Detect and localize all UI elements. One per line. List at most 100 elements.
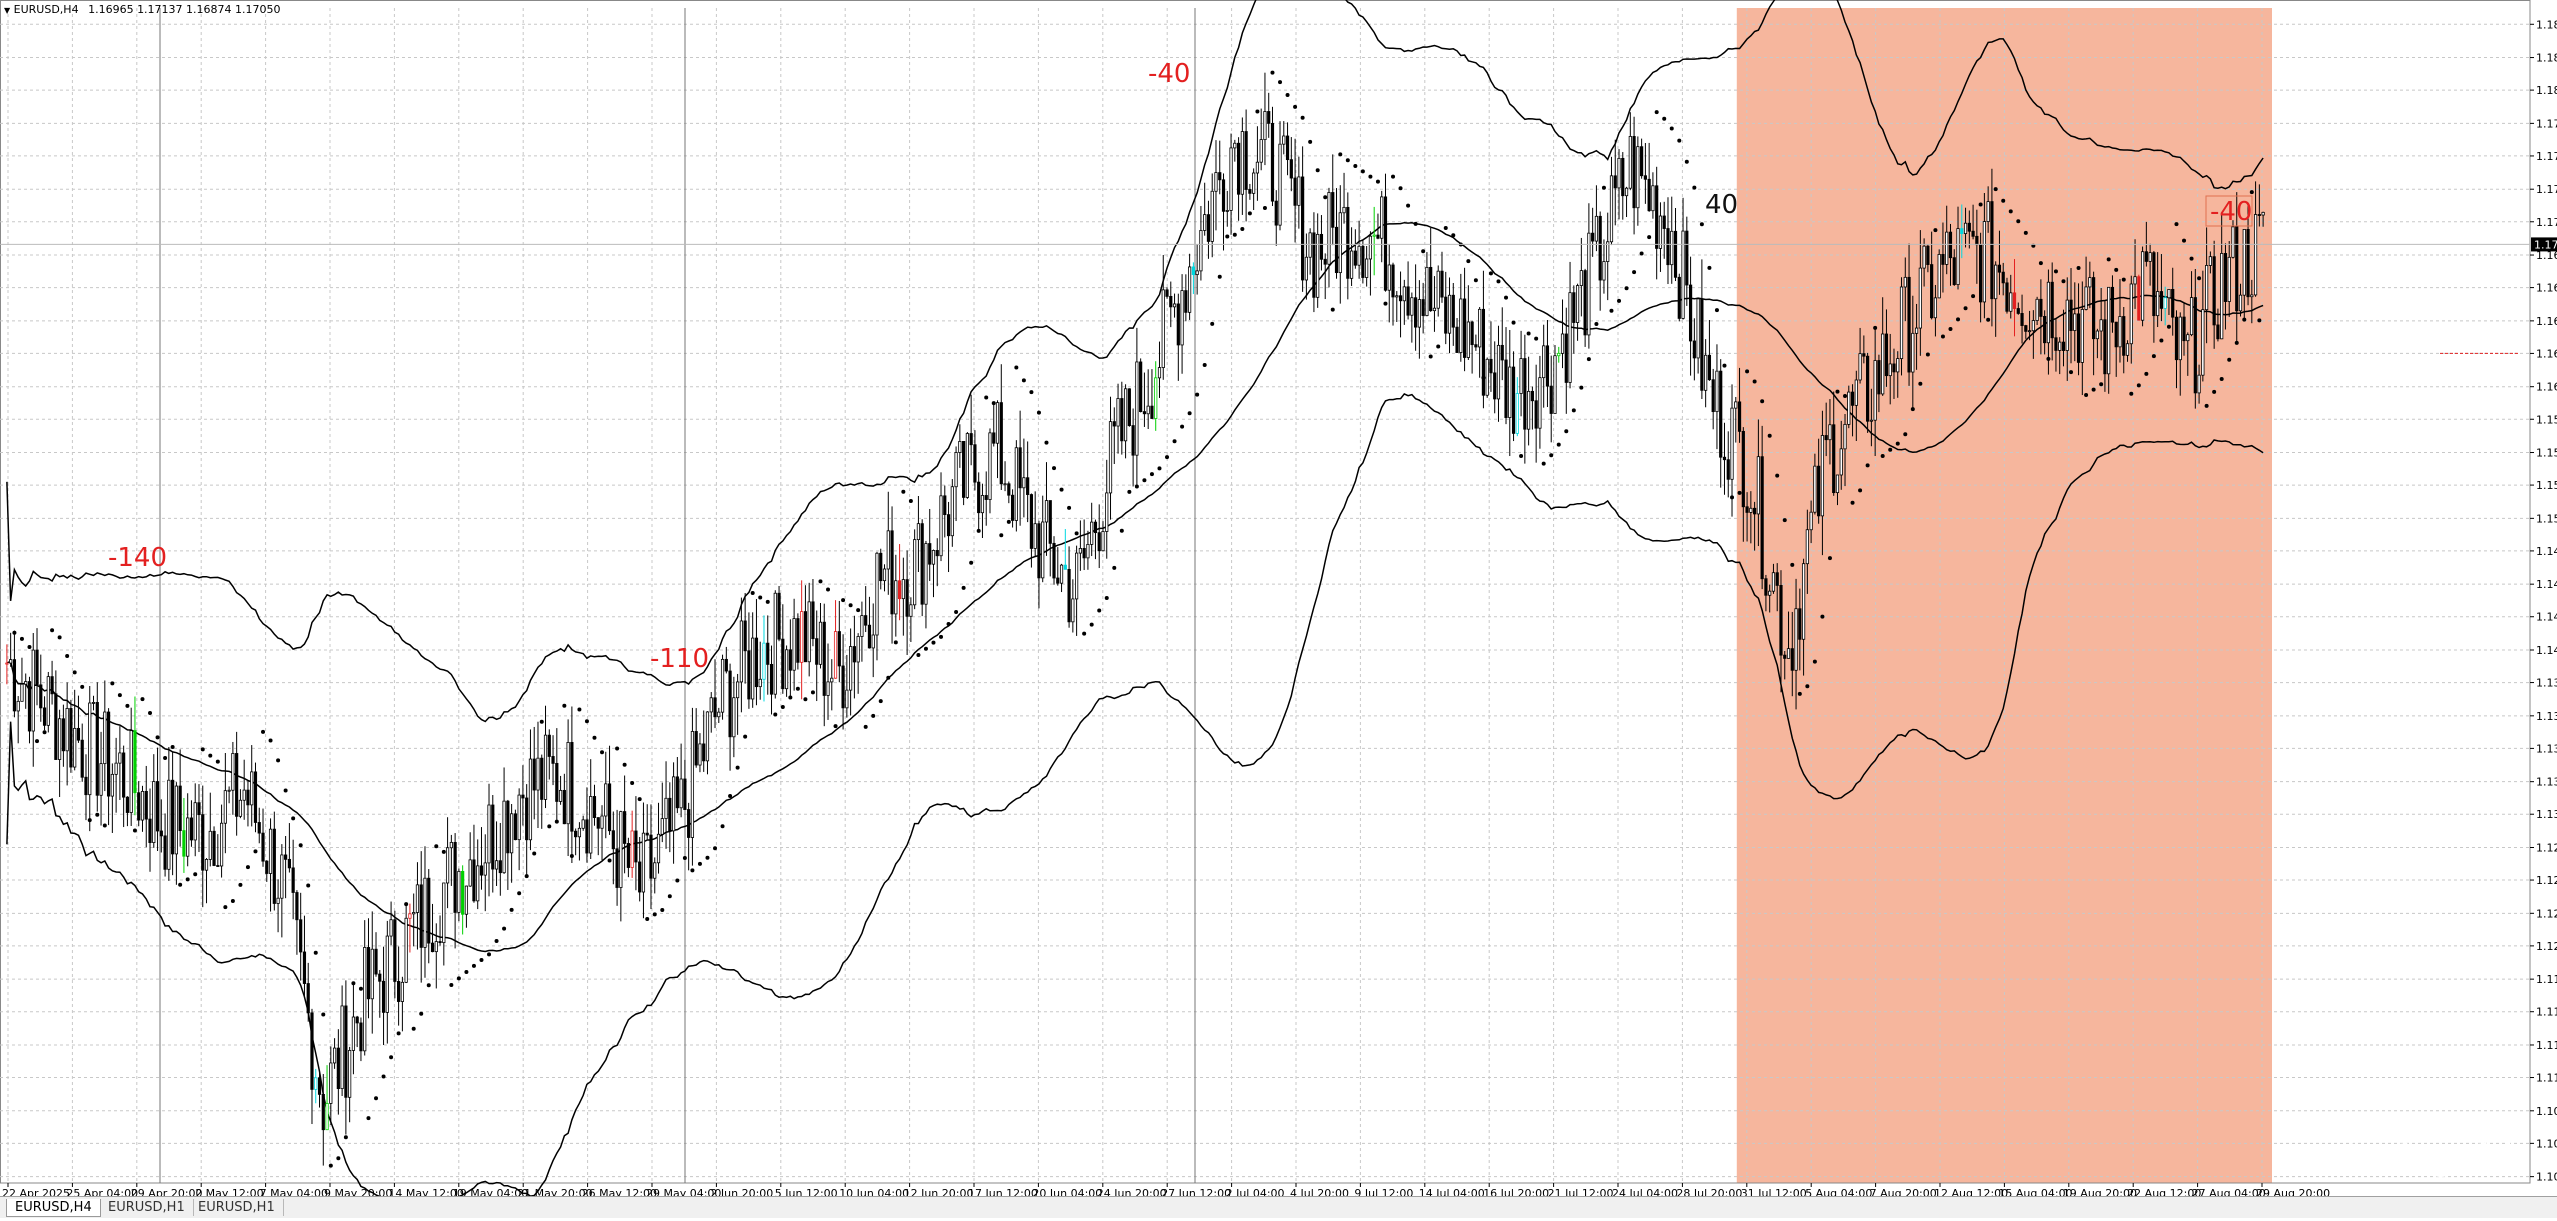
candle-body (592, 796, 597, 818)
candle-body (864, 615, 868, 626)
sar-dot (2257, 318, 2262, 323)
candle (634, 796, 638, 891)
candle (257, 807, 261, 844)
candle (1854, 370, 1858, 442)
annotation-label: 40 (1705, 190, 1738, 220)
candle-body (1108, 421, 1113, 494)
candle-body (1753, 507, 1757, 515)
sar-dot (19, 636, 24, 641)
candle-body (1775, 572, 1779, 586)
candle-body (2129, 283, 2133, 345)
sar-dot (1692, 185, 1697, 190)
candle-body (958, 441, 962, 453)
candle (5, 644, 9, 685)
candle (494, 821, 499, 886)
price-label: 1.15580 (2536, 447, 2557, 460)
tab-eurusd-h4[interactable]: EURUSD,H4 (6, 1199, 101, 1217)
candle-body (1432, 307, 1437, 312)
candle (227, 786, 231, 804)
candle (1636, 136, 1640, 226)
candle (351, 984, 356, 1075)
candle (2043, 310, 2047, 355)
collapse-arrow-icon[interactable]: ▼ (4, 6, 11, 15)
candle (2122, 307, 2126, 374)
price-label: 1.12790 (2536, 841, 2557, 854)
candle (1549, 355, 1553, 443)
candle-body (1368, 235, 1373, 260)
candle-body (1854, 379, 1858, 406)
candle-body (219, 822, 224, 867)
sar-dot (1082, 631, 1087, 636)
candle (1899, 277, 1904, 376)
sar-dot (584, 719, 589, 724)
candle (570, 706, 574, 863)
candle-body (1877, 360, 1881, 395)
candle (1391, 262, 1395, 326)
candle-body (671, 776, 676, 832)
candle (668, 782, 672, 853)
sar-dot (2151, 354, 2156, 359)
candle (223, 752, 227, 854)
candle (777, 586, 781, 642)
candle-body (1380, 196, 1384, 239)
sar-dot (916, 652, 921, 657)
sar-dot (1172, 439, 1177, 444)
candle-body (1146, 405, 1150, 415)
sar-dot (1270, 70, 1275, 75)
candle (965, 432, 969, 499)
candle (1444, 271, 1448, 345)
candle (16, 696, 20, 744)
candle (99, 731, 103, 826)
candle (2058, 337, 2062, 375)
candle-body (385, 935, 389, 1013)
tab-eurusd-h1[interactable]: EURUSD,H1 (100, 1199, 194, 1216)
candle (2035, 296, 2039, 326)
candle (1029, 493, 1034, 568)
candle (1414, 264, 1418, 351)
candle (630, 810, 634, 878)
candle-body (1726, 459, 1730, 480)
candle (1741, 427, 1745, 542)
candle (980, 483, 985, 539)
candle (1455, 318, 1459, 353)
candle (122, 745, 126, 828)
sar-dot (396, 1031, 401, 1036)
candle-body (193, 802, 197, 841)
candle (1323, 253, 1327, 300)
candle (1218, 140, 1222, 195)
sar-dot (1074, 531, 1079, 536)
sar-dot (1910, 407, 1915, 412)
sar-dot (230, 899, 235, 904)
price-label: 1.14650 (2536, 578, 2557, 591)
candle (555, 728, 559, 820)
candle-body (442, 882, 446, 944)
candle-body (487, 804, 491, 864)
candle (1937, 249, 1941, 299)
candle (1583, 268, 1587, 347)
sar-dot (705, 855, 710, 860)
sar-dot (140, 697, 145, 702)
sar-dot (1451, 233, 1456, 238)
sar-dot (562, 703, 567, 708)
candle (1963, 207, 1968, 248)
tab-eurusd-h1-2[interactable]: EURUSD,H1 (190, 1199, 284, 1216)
candle (1127, 388, 1131, 427)
candle (811, 578, 815, 647)
candle-body (5, 662, 9, 665)
candle (1240, 117, 1244, 215)
sar-dot (886, 675, 891, 680)
candle (95, 682, 99, 812)
candle-body (276, 897, 280, 904)
candle (1470, 320, 1474, 374)
candle (2189, 271, 2194, 337)
candle (1319, 215, 1324, 271)
candle-body (257, 822, 261, 834)
candle-body (314, 1077, 318, 1090)
candle (159, 799, 163, 853)
candle-body (687, 809, 691, 838)
sar-dot (1903, 432, 1908, 437)
candle (1753, 501, 1757, 551)
candle (1685, 216, 1689, 306)
